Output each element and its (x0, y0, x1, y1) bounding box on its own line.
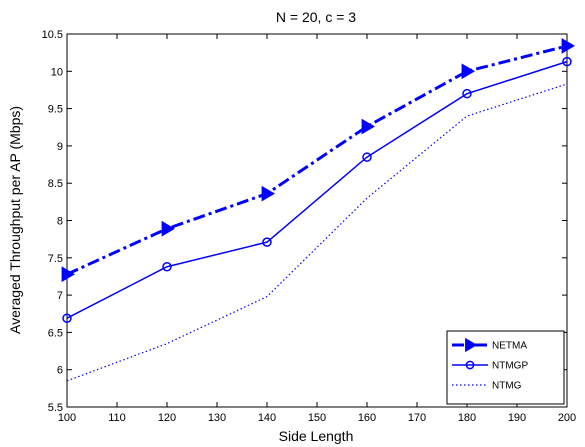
x-tick-label: 110 (108, 412, 126, 424)
x-tick-label: 180 (458, 412, 476, 424)
x-tick-label: 130 (208, 412, 226, 424)
x-tick-label: 170 (408, 412, 426, 424)
y-tick-label: 10.5 (42, 29, 63, 41)
series-line (66, 44, 568, 276)
x-axis-title: Side Length (279, 428, 354, 444)
axis-ticks: 100 110 120 130 140 150 160 170 180 190 200 5.5 6 6.5… (42, 29, 577, 424)
data-point (61, 266, 75, 283)
data-point (162, 262, 172, 272)
data-point (462, 88, 472, 99)
legend: NETMA NTMGP NTMG (446, 330, 565, 405)
x-tick-label: 160 (358, 412, 376, 424)
series-ntmgp (62, 56, 572, 323)
y-axis-title: Averaged Throughput per AP (Mbps) (7, 106, 23, 334)
x-tick-label: 190 (508, 412, 526, 424)
x-tick-label: 140 (258, 412, 276, 424)
y-tick-label: 10 (51, 66, 63, 78)
legend-items: NETMA NTMGP NTMG (452, 337, 528, 392)
legend-label: NTMGP (492, 361, 528, 372)
data-point (561, 38, 575, 54)
x-tick-label: 120 (158, 412, 176, 424)
x-tick-label: 150 (308, 412, 326, 424)
y-tick-label: 6 (57, 365, 63, 377)
legend-label: NTMG (492, 381, 522, 392)
data-point (62, 313, 72, 323)
data-point (161, 220, 175, 237)
data-point (261, 185, 275, 202)
legend-label: NETMA (492, 341, 527, 352)
series-netma (61, 38, 575, 283)
x-tick-label: 200 (558, 412, 576, 424)
legend-item-ntmgp: NTMGP (452, 361, 528, 372)
data-point (362, 152, 372, 162)
series-layer (61, 38, 575, 382)
series-line (66, 83, 568, 382)
y-tick-label: 9.5 (48, 104, 63, 116)
legend-item-netma: NETMA (452, 337, 527, 353)
data-point (361, 118, 375, 135)
data-point (461, 63, 475, 80)
data-point (465, 337, 478, 353)
y-tick-label: 8 (57, 216, 63, 228)
data-point (262, 237, 272, 247)
data-point (465, 360, 475, 370)
chart-title: N = 20, c = 3 (276, 9, 356, 25)
y-tick-label: 7.5 (48, 253, 63, 265)
x-tick-label: 100 (58, 412, 76, 424)
data-point (562, 56, 572, 67)
y-tick-label: 6.5 (48, 327, 63, 339)
y-tick-label: 9 (57, 141, 63, 153)
y-tick-label: 7 (57, 290, 63, 302)
y-tick-label: 8.5 (48, 178, 63, 190)
series-line (66, 60, 568, 319)
legend-item-ntmg: NTMG (452, 381, 522, 392)
y-tick-label: 5.5 (48, 402, 63, 414)
series-ntmg (66, 83, 568, 382)
